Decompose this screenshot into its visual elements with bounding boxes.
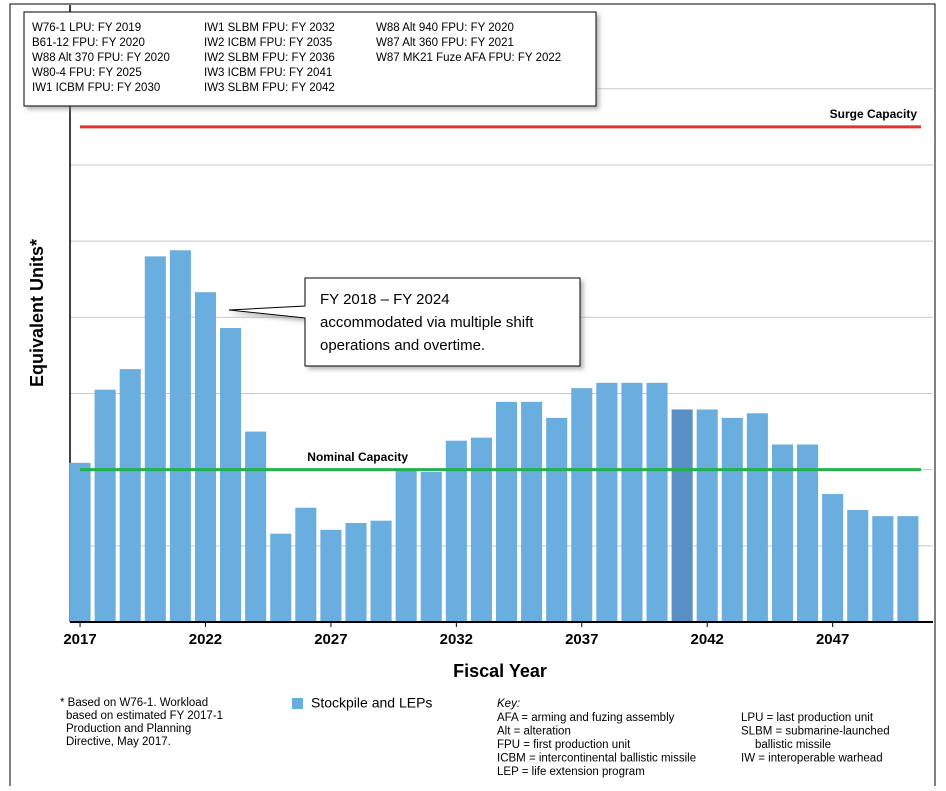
key-title: Key: xyxy=(497,698,520,710)
info-text: B61-12 FPU: FY 2020 xyxy=(32,37,145,49)
info-text: IW2 ICBM FPU: FY 2035 xyxy=(204,37,332,49)
bar xyxy=(546,417,568,622)
info-text: IW3 SLBM FPU: FY 2042 xyxy=(204,82,335,94)
bar xyxy=(872,516,894,622)
bar xyxy=(420,471,442,622)
bar xyxy=(270,533,292,622)
bar xyxy=(897,516,919,622)
frame xyxy=(9,3,936,791)
legend-swatch xyxy=(292,698,303,709)
bar xyxy=(847,510,869,622)
info-text: W87 MK21 Fuze AFA FPU: FY 2022 xyxy=(376,52,561,64)
info-text: IW3 ICBM FPU: FY 2041 xyxy=(204,67,332,79)
bar xyxy=(345,522,367,622)
footnote: * Based on W76-1. Workload xyxy=(60,697,208,709)
info-text: W80-4 FPU: FY 2025 xyxy=(32,67,142,79)
bar xyxy=(69,462,91,622)
bar xyxy=(144,256,166,622)
bar xyxy=(295,507,317,622)
info-text: W88 Alt 370 FPU: FY 2020 xyxy=(32,52,170,64)
bar xyxy=(521,401,543,622)
callout xyxy=(228,277,581,367)
info-text: IW1 SLBM FPU: FY 2032 xyxy=(204,22,335,34)
info-box xyxy=(23,11,597,107)
key-text: ICBM = intercontinental ballistic missil… xyxy=(497,753,696,765)
x-tick-label: 2022 xyxy=(189,631,222,648)
bar xyxy=(445,440,467,622)
x-tick-label: 2017 xyxy=(63,631,96,648)
y-axis-label: Equivalent Units* xyxy=(27,239,47,387)
x-tick-label: 2037 xyxy=(565,631,598,648)
key-text: ballistic missile xyxy=(755,739,831,751)
bar xyxy=(771,444,794,622)
info-text: IW1 ICBM FPU: FY 2030 xyxy=(32,82,160,94)
key-text: FPU = first production unit xyxy=(497,739,631,751)
bar xyxy=(370,520,392,622)
bar xyxy=(596,382,618,622)
bar xyxy=(797,444,819,622)
bar xyxy=(194,292,217,622)
bar xyxy=(94,389,116,622)
x-tick-label: 2047 xyxy=(816,631,849,648)
x-tick-label: 2027 xyxy=(314,631,347,648)
bar xyxy=(571,388,593,622)
bar xyxy=(119,369,141,622)
bar xyxy=(822,494,844,622)
x-tick-label: 2032 xyxy=(440,631,473,648)
key-text: Alt = alteration xyxy=(497,726,571,738)
legend-label: Stockpile and LEPs xyxy=(311,695,432,711)
bar xyxy=(671,409,693,622)
key-text: IW = interoperable warhead xyxy=(741,753,883,765)
bar xyxy=(220,327,242,622)
reference-label: Surge Capacity xyxy=(830,107,918,121)
bar xyxy=(746,413,768,622)
footnote: Directive, May 2017. xyxy=(66,736,171,748)
bar xyxy=(245,431,267,622)
info-text: W88 Alt 940 FPU: FY 2020 xyxy=(376,22,514,34)
bar xyxy=(495,401,518,622)
info-text: W87 Alt 360 FPU: FY 2021 xyxy=(376,37,514,49)
reference-label: Nominal Capacity xyxy=(307,450,408,464)
bar xyxy=(395,469,417,622)
key-text: AFA = arming and fuzing assembly xyxy=(497,712,675,724)
bar xyxy=(621,382,643,622)
annotation-text: operations and overtime. xyxy=(320,337,485,354)
key-text: LPU = last production unit xyxy=(741,712,874,724)
annotation-text: FY 2018 – FY 2024 xyxy=(320,291,450,308)
key-text: LEP = life extension program xyxy=(497,766,645,778)
bar xyxy=(721,417,743,622)
key-text: SLBM = submarine-launched xyxy=(741,726,890,738)
bar xyxy=(696,409,718,622)
info-text: IW2 SLBM FPU: FY 2036 xyxy=(204,52,335,64)
footnote: Production and Planning xyxy=(66,723,191,735)
annotation-text: accommodated via multiple shift xyxy=(320,314,534,331)
bar xyxy=(320,529,342,622)
bar xyxy=(169,250,191,622)
info-text: W76-1 LPU: FY 2019 xyxy=(32,22,141,34)
x-axis-label: Fiscal Year xyxy=(453,661,547,681)
x-tick-label: 2042 xyxy=(691,631,724,648)
footnote: based on estimated FY 2017-1 xyxy=(66,710,223,722)
bar xyxy=(470,437,492,622)
bar xyxy=(646,382,668,622)
